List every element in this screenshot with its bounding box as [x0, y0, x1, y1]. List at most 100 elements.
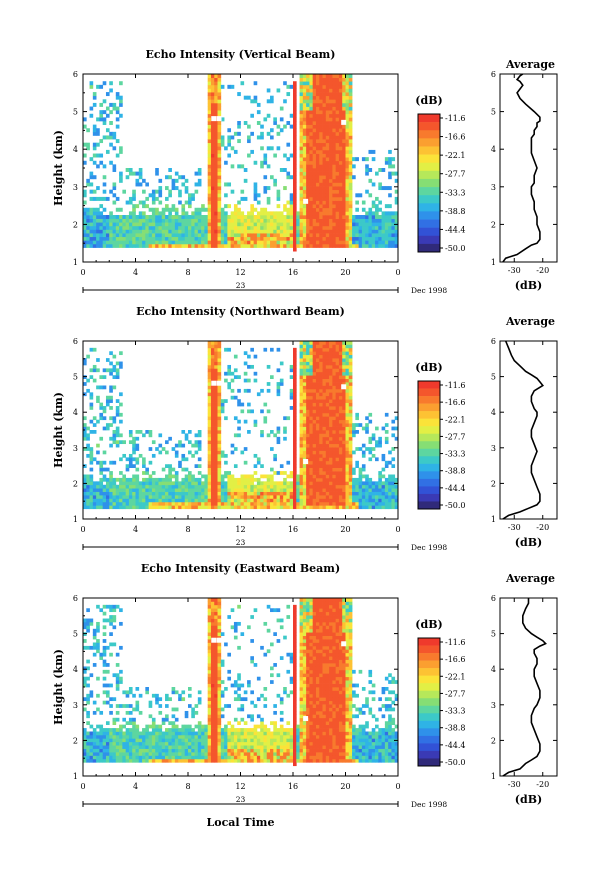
- heatmap-cell: [122, 731, 127, 736]
- heatmap-cell: [306, 395, 310, 400]
- heatmap-cell: [302, 128, 307, 133]
- heatmap-cell: [207, 457, 212, 462]
- heatmap-cell: [155, 189, 159, 194]
- heatmap-cell: [315, 460, 320, 465]
- heatmap-cell: [227, 84, 232, 89]
- heatmap-cell: [86, 734, 90, 739]
- heatmap-cell: [384, 222, 389, 227]
- heatmap-cell: [217, 361, 222, 366]
- heatmap-cell: [315, 128, 320, 133]
- heatmap-cell: [174, 474, 179, 479]
- heatmap-cell: [306, 368, 310, 373]
- heatmap-cell: [332, 222, 337, 227]
- heatmap-cell: [89, 207, 94, 212]
- heatmap-cell: [125, 225, 130, 230]
- heatmap-cell: [112, 721, 117, 725]
- heatmap-cell: [329, 124, 333, 129]
- heatmap-cell: [296, 488, 300, 492]
- heatmap-cell: [279, 128, 284, 133]
- heatmap-cell: [168, 225, 172, 230]
- heatmap-cell: [210, 416, 215, 421]
- heatmap-cell: [132, 464, 136, 468]
- colorbar-tick-label: -44.4: [445, 484, 466, 493]
- heatmap-cell: [102, 474, 107, 479]
- heatmap-cell: [237, 399, 241, 403]
- heatmap-cell: [207, 495, 212, 499]
- heatmap-cell: [342, 399, 346, 403]
- heatmap-cell: [348, 164, 353, 169]
- heatmap-cell: [217, 481, 222, 486]
- heatmap-cell: [92, 160, 97, 165]
- heatmap-cell: [309, 395, 314, 400]
- heatmap-cell: [355, 193, 359, 198]
- heatmap-cell: [338, 168, 343, 172]
- heatmap-cell: [181, 467, 186, 472]
- heatmap-cell: [322, 193, 327, 198]
- heatmap-cell: [335, 200, 340, 205]
- heatmap-cell: [325, 131, 330, 136]
- heatmap-cell: [319, 341, 323, 345]
- heatmap-cell: [348, 430, 353, 434]
- heatmap-cell: [217, 92, 222, 97]
- heatmap-cell: [329, 491, 333, 496]
- heatmap-cell: [217, 113, 222, 118]
- heatmap-cell: [115, 92, 120, 97]
- heatmap-cell: [322, 207, 327, 212]
- heatmap-cell: [227, 471, 232, 475]
- heatmap-cell: [155, 484, 159, 489]
- heatmap-cell: [332, 406, 337, 410]
- heatmap-cell: [135, 233, 140, 238]
- heatmap-cell: [256, 488, 261, 492]
- heatmap-cell: [102, 426, 107, 431]
- heatmap-cell: [322, 157, 327, 162]
- heatmap-cell: [342, 164, 346, 169]
- heatmap-cell: [142, 741, 146, 746]
- heatmap-cell: [161, 229, 166, 234]
- heatmap-cell: [319, 229, 323, 234]
- heatmap-cell: [381, 457, 386, 462]
- heatmap-cell: [299, 457, 304, 462]
- heatmap-cell: [214, 74, 218, 78]
- heatmap-cell: [102, 460, 107, 465]
- heatmap-cell: [276, 385, 281, 390]
- heatmap-cell: [122, 474, 127, 479]
- heatmap-cell: [105, 402, 110, 407]
- heatmap-cell: [345, 385, 350, 390]
- heatmap-cell: [293, 168, 297, 172]
- heatmap-cell: [276, 471, 281, 475]
- heatmap-cell: [358, 488, 363, 492]
- heatmap-cell: [286, 157, 291, 162]
- heatmap-cell: [217, 204, 222, 209]
- heatmap-cell: [204, 498, 209, 503]
- heatmap-cell: [220, 240, 225, 245]
- heatmap-cell: [197, 240, 202, 245]
- heatmap-cell: [378, 168, 382, 172]
- heatmap-cell: [293, 153, 297, 158]
- heatmap-cell: [293, 233, 297, 238]
- heatmap-cell: [109, 399, 113, 403]
- heatmap-cell: [207, 171, 212, 176]
- heatmap-cell: [165, 186, 169, 191]
- heatmap-cell: [289, 495, 294, 499]
- heatmap-cell: [128, 233, 133, 238]
- heatmap-cell: [148, 243, 153, 248]
- heatmap-cell: [109, 741, 113, 746]
- heatmap-cell: [224, 491, 228, 496]
- heatmap-cell: [378, 498, 382, 503]
- heatmap-cell: [89, 218, 94, 223]
- heatmap-cell: [210, 95, 215, 100]
- heatmap-cell: [394, 240, 399, 245]
- heatmap-cell: [283, 81, 287, 86]
- heatmap-cell: [243, 447, 248, 451]
- heatmap-cell: [92, 663, 97, 667]
- heatmap-cell: [99, 710, 104, 715]
- heatmap-cell: [309, 385, 314, 390]
- heatmap-cell: [329, 419, 333, 424]
- heatmap-cell: [210, 153, 215, 158]
- heatmap-cell: [214, 225, 218, 230]
- heatmap-cell: [214, 354, 218, 359]
- heatmap-cell: [207, 371, 212, 376]
- heatmap-cell: [233, 236, 238, 241]
- heatmap-cell: [375, 222, 379, 227]
- colorbar-tick-label: -50.0: [445, 244, 466, 253]
